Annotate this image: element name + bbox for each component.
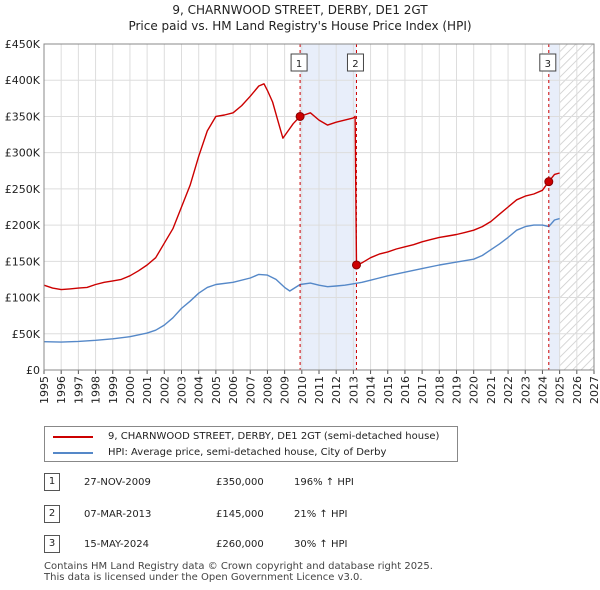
chart-title: 9, CHARNWOOD STREET, DERBY, DE1 2GT: [172, 3, 428, 17]
x-tick-label: 2000: [124, 376, 137, 404]
sale-hpi-change: 196% ↑ HPI: [294, 477, 354, 488]
sale-label-box: [539, 53, 557, 72]
x-tick-label: 2009: [279, 376, 292, 404]
x-tick-label: 2023: [519, 376, 532, 404]
x-tick-label: 2017: [416, 376, 429, 404]
x-tick-label: 2015: [382, 376, 395, 404]
x-tick-label: 2022: [502, 376, 515, 404]
sale-price: £350,000: [216, 477, 264, 488]
x-tick-label: 2004: [193, 376, 206, 404]
y-tick-label: £250K: [5, 183, 41, 196]
sale-row-2: 2 07-MAR-2013 £145,000 21% ↑ HPI: [44, 505, 384, 523]
sale-label-number: 1: [296, 59, 302, 70]
legend-item-property: 9, CHARNWOOD STREET, DERBY, DE1 2GT (sem…: [53, 429, 453, 445]
sale-number: 3: [44, 535, 60, 553]
plot-border: [43, 43, 595, 371]
legend-label-property: 9, CHARNWOOD STREET, DERBY, DE1 2GT (sem…: [108, 431, 440, 442]
legend: 9, CHARNWOOD STREET, DERBY, DE1 2GT (sem…: [44, 426, 458, 462]
x-tick-label: 1998: [90, 376, 103, 404]
sale-number: 1: [44, 473, 60, 491]
x-tick-label: 2002: [158, 376, 171, 404]
y-tick-label: £200K: [5, 219, 41, 232]
sale-point: [351, 260, 361, 270]
sale-label-number: 2: [352, 59, 358, 70]
x-tick-label: 2027: [588, 376, 600, 404]
chart-subtitle: Price paid vs. HM Land Registry's House …: [128, 19, 472, 33]
x-tick-label: 2001: [141, 376, 154, 404]
sale-label-box: [346, 53, 364, 72]
attribution: Contains HM Land Registry data © Crown c…: [44, 561, 433, 583]
legend-item-hpi: HPI: Average price, semi-detached house,…: [53, 445, 453, 461]
x-tick-label: 2019: [451, 376, 464, 404]
x-tick-label: 1996: [55, 376, 68, 404]
hpi-series-line: [43, 217, 560, 343]
y-tick-label: £400K: [5, 74, 41, 87]
highlight-band: [548, 44, 560, 370]
x-tick-label: 2010: [296, 376, 309, 404]
x-tick-label: 2008: [261, 376, 274, 404]
x-tick-label: 2006: [227, 376, 240, 404]
x-tick-label: 2025: [554, 376, 567, 404]
y-tick-label: £50K: [12, 328, 41, 341]
x-tick-label: 2011: [313, 376, 326, 404]
x-tick-label: 2014: [365, 376, 378, 404]
x-tick-label: 1997: [72, 376, 85, 404]
sale-date: 15-MAY-2024: [84, 539, 150, 550]
y-tick-label: £0: [26, 364, 40, 377]
x-tick-label: 2013: [347, 376, 360, 404]
attribution-line-2: This data is licensed under the Open Gov…: [44, 572, 363, 583]
y-tick-label: £300K: [5, 147, 41, 160]
sale-date: 07-MAR-2013: [84, 509, 152, 520]
legend-swatch-hpi: [53, 452, 93, 454]
sale-label-box: [290, 53, 308, 72]
x-tick-label: 1995: [38, 376, 51, 404]
x-tick-label: 2020: [468, 376, 481, 404]
y-tick-label: £350K: [5, 110, 41, 123]
chart-title-block: 9, CHARNWOOD STREET, DERBY, DE1 2GT Pric…: [0, 2, 600, 34]
sale-hpi-change: 21% ↑ HPI: [294, 509, 348, 520]
attribution-line-1: Contains HM Land Registry data © Crown c…: [44, 561, 433, 572]
sale-point: [544, 177, 554, 187]
y-tick-label: £450K: [5, 38, 41, 51]
sale-row-1: 1 27-NOV-2009 £350,000 196% ↑ HPI: [44, 473, 384, 491]
x-tick-label: 2026: [571, 376, 584, 404]
x-tick-label: 2018: [433, 376, 446, 404]
highlight-band: [300, 44, 357, 370]
sale-price: £145,000: [216, 509, 264, 520]
y-tick-label: £100K: [5, 292, 41, 305]
legend-label-hpi: HPI: Average price, semi-detached house,…: [108, 447, 387, 458]
x-tick-label: 2007: [244, 376, 257, 404]
sale-hpi-change: 30% ↑ HPI: [294, 539, 348, 550]
sale-label-number: 3: [545, 59, 551, 70]
sale-point: [295, 111, 305, 121]
sale-date: 27-NOV-2009: [84, 477, 151, 488]
x-tick-label: 2005: [210, 376, 223, 404]
x-tick-label: 2003: [176, 376, 189, 404]
x-tick-label: 2012: [330, 376, 343, 404]
sale-price: £260,000: [216, 539, 264, 550]
x-tick-label: 1999: [107, 376, 120, 404]
y-tick-label: £150K: [5, 255, 41, 268]
x-tick-label: 2024: [536, 376, 549, 404]
x-tick-label: 2016: [399, 376, 412, 404]
price-chart: 1 2 3 £0 £50K £100K £150K £200K £250K £300K £350K…: [5, 38, 600, 404]
sale-row-3: 3 15-MAY-2024 £260,000 30% ↑ HPI: [44, 535, 384, 553]
x-tick-label: 2021: [485, 376, 498, 404]
legend-swatch-property: [53, 436, 93, 438]
sale-number: 2: [44, 505, 60, 523]
